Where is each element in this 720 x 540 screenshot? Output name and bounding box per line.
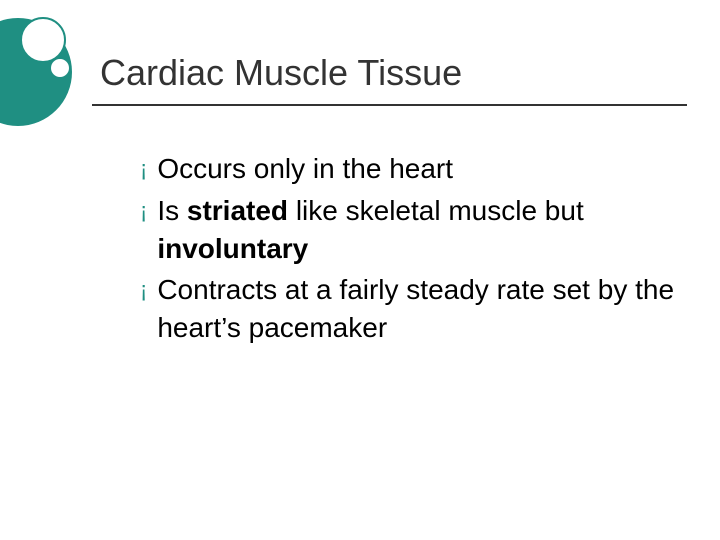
text-run: involuntary <box>157 233 308 264</box>
slide-title: Cardiac Muscle Tissue <box>100 52 462 94</box>
bullet-item: ¡ Occurs only in the heart <box>140 150 680 188</box>
text-run: striated <box>187 195 288 226</box>
text-run: like skeletal muscle but <box>288 195 584 226</box>
slide-body: ¡ Occurs only in the heart ¡ Is striated li… <box>140 150 680 351</box>
bullet-text: Contracts at a fairly steady rate set by… <box>157 271 680 347</box>
text-run: Contracts at a fairly steady rate set by… <box>157 274 674 343</box>
bullet-marker-icon: ¡ <box>140 192 147 230</box>
text-run: Is <box>157 195 187 226</box>
title-underline <box>92 104 687 106</box>
bullet-marker-icon: ¡ <box>140 271 147 309</box>
decor-circle <box>49 57 71 79</box>
bullet-text: Is striated like skeletal muscle but inv… <box>157 192 680 268</box>
bullet-marker-icon: ¡ <box>140 150 147 188</box>
slide-title-area: Cardiac Muscle Tissue <box>100 52 462 94</box>
text-run: Occurs only in the heart <box>157 153 453 184</box>
bullet-text: Occurs only in the heart <box>157 150 680 188</box>
bullet-item: ¡ Contracts at a fairly steady rate set b… <box>140 271 680 347</box>
bullet-item: ¡ Is striated like skeletal muscle but in… <box>140 192 680 268</box>
